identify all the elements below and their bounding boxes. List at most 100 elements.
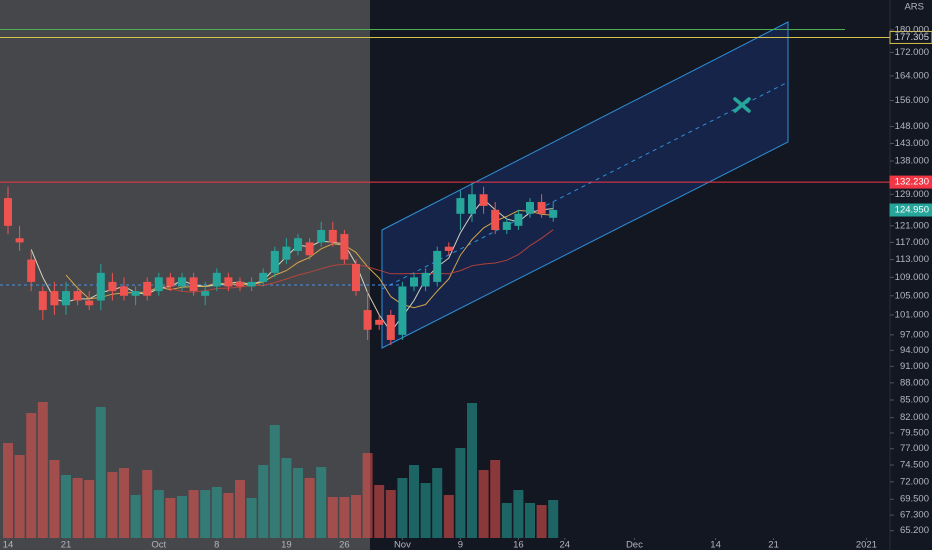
price-label-box (889, 30, 932, 44)
y-tick-label: 74.500 (900, 459, 929, 470)
y-tick-label: 164.000 (895, 70, 929, 81)
y-tick-label: 113.000 (895, 254, 929, 265)
session-highlight (0, 0, 370, 550)
y-tick-label: 138.000 (895, 156, 929, 167)
volume-bar (211, 487, 222, 538)
volume-bar (269, 425, 280, 538)
volume-bar (130, 495, 141, 538)
volume-bar (327, 497, 338, 538)
volume-bar (397, 478, 408, 538)
candle-body (236, 281, 244, 287)
volume-bar (467, 403, 477, 538)
x-tick-label: Dec (626, 540, 643, 550)
volume-bar (316, 467, 327, 538)
volume-bar (304, 478, 315, 538)
candle-body (549, 210, 558, 218)
volume-bar (72, 478, 83, 538)
volume-bar (281, 458, 292, 538)
x-tick-label: 8 (214, 540, 219, 550)
y-tick-label: 148.000 (895, 121, 929, 132)
candle-body (247, 281, 256, 287)
candle-body (502, 221, 511, 230)
y-tick-label: 91.000 (900, 361, 929, 372)
price-layer: 177.305 132.230 124.950 (0, 28, 932, 346)
y-tick-label: 77.000 (900, 443, 929, 454)
y-tick-label: 180.000 (895, 25, 929, 36)
x-tick-label: 19 (281, 540, 292, 550)
candle-body (178, 277, 186, 287)
candle-body (15, 238, 24, 243)
y-tick-label: 85.000 (900, 394, 929, 405)
candle-body (224, 277, 233, 287)
candle-body (4, 198, 12, 226)
y-tick-label: 156.000 (895, 95, 929, 106)
volume-bar (26, 413, 37, 538)
candle-body (120, 286, 128, 296)
x-tick-label: 2021 (856, 540, 877, 550)
candle-body (270, 250, 279, 273)
volume-bar (293, 468, 303, 538)
candle-body (537, 201, 546, 214)
candle-body (201, 291, 210, 296)
candle-body (328, 229, 337, 243)
price-label-box (889, 203, 932, 217)
candle-body (421, 272, 430, 287)
currency-label: ARS (904, 2, 924, 13)
candle-body (468, 194, 476, 214)
candle-body (514, 213, 523, 226)
x-tick-label: 14 (710, 540, 721, 550)
volume-bar (374, 485, 385, 538)
candle-body (85, 300, 94, 306)
x-marker (733, 97, 751, 113)
candle-body (340, 234, 349, 260)
candle-body (410, 277, 418, 287)
x-tick-label: 14 (3, 540, 14, 550)
volume-bar (455, 448, 466, 538)
volume-bar (525, 503, 535, 538)
volume-bar (548, 500, 559, 538)
volume-bar (119, 468, 129, 538)
moving-average (30, 198, 554, 333)
volume-bar (235, 480, 245, 538)
y-tick-label: 88.000 (900, 377, 929, 388)
y-tick-label: 129.000 (895, 189, 929, 200)
y-tick-label: 101.000 (895, 309, 929, 320)
candle-body (38, 291, 47, 311)
candle-body (305, 242, 314, 256)
y-tick-label: 109.000 (895, 272, 929, 283)
candle-body (317, 229, 326, 243)
price-label: 124.950 (895, 205, 929, 216)
candle-body (143, 281, 152, 296)
candle-body (456, 198, 465, 214)
volume-bar (37, 402, 48, 538)
candle-body (294, 238, 302, 251)
candle-body (433, 250, 442, 282)
candle-body (444, 246, 453, 251)
candle-body (386, 314, 395, 340)
volume-bar (3, 443, 13, 538)
y-tick-label: 82.000 (900, 412, 929, 423)
y-tick-label: 94.000 (900, 345, 929, 356)
volume-bar (501, 503, 512, 538)
volume-bar (339, 497, 350, 538)
candle-body (398, 286, 407, 335)
y-tick-label: 79.500 (900, 427, 929, 438)
volume-bar (84, 480, 95, 538)
volume-bar (490, 460, 501, 538)
price-label: 177.305 (895, 32, 929, 43)
volume-bar (258, 465, 269, 538)
x-tick-label: 24 (560, 540, 571, 550)
volume-bar (385, 490, 396, 538)
volume-bar (420, 483, 431, 538)
y-tick-label: 105.000 (895, 290, 929, 301)
volume-bar (246, 498, 257, 538)
volume-bar (432, 468, 443, 538)
volume-bar (351, 495, 361, 538)
volume-bar (165, 498, 176, 538)
x-tick-label: Nov (394, 540, 411, 550)
volume-bar (107, 472, 118, 538)
volume-bar (443, 495, 454, 538)
price-axis (890, 0, 932, 550)
x-tick-label: 21 (768, 540, 779, 550)
